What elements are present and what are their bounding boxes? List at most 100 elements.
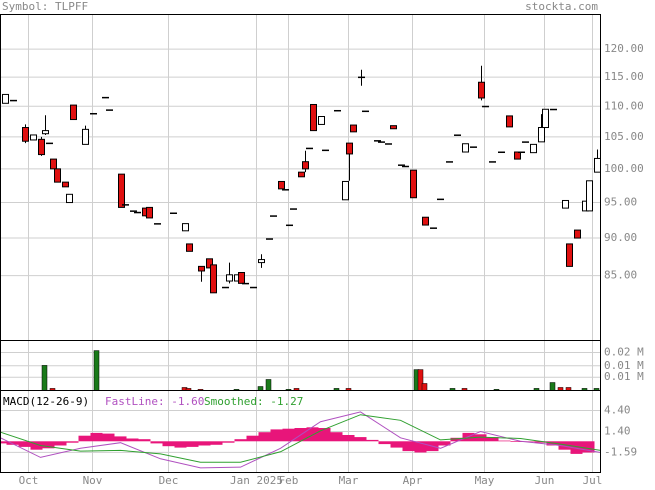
macd-histogram-bar	[486, 437, 499, 442]
volume-bar	[265, 379, 272, 391]
fastline-label: FastLine: -1.60	[105, 395, 204, 408]
candle-body	[410, 169, 417, 199]
y-tick-label: 120.00	[604, 42, 644, 55]
macd-panel	[0, 390, 601, 473]
candle-body	[482, 105, 489, 108]
x-tick-label: Nov	[83, 474, 103, 486]
candle-body	[238, 272, 245, 284]
candle-body	[489, 161, 496, 163]
candle-body	[518, 151, 525, 154]
candle-body	[514, 151, 521, 160]
x-tick-label: Jan 2025	[230, 474, 283, 486]
candle-body	[350, 124, 357, 133]
macd-histogram-bar	[162, 441, 175, 447]
candle-body	[594, 157, 601, 173]
macd-histogram-bar	[6, 441, 19, 445]
candle-body	[38, 138, 45, 156]
candle-body	[22, 127, 29, 142]
macd-histogram-bar	[234, 439, 247, 442]
macd-histogram-bar	[366, 439, 379, 442]
source-label: stockta.com	[525, 0, 598, 13]
macd-histogram-bar	[114, 436, 127, 442]
macd-histogram-bar	[510, 441, 523, 442]
candle-body	[385, 143, 392, 145]
candle-body	[50, 158, 57, 170]
candle-body	[574, 229, 581, 239]
y-tick-label: -1.59	[604, 445, 637, 458]
y-tick-label: 110.00	[604, 99, 644, 112]
macd-histogram-bar	[450, 437, 463, 442]
candle-body	[278, 180, 285, 190]
candle-body	[478, 81, 485, 99]
smoothed-label: Smoothed: -1.27	[204, 395, 303, 408]
macd-histogram-bar	[126, 438, 139, 442]
candle-body	[378, 141, 385, 143]
candle-body	[358, 76, 365, 79]
y-tick-label: 115.00	[604, 70, 644, 83]
y-tick-label: 4.40	[604, 404, 631, 417]
candle-body	[422, 216, 429, 226]
macd-histogram-bar	[378, 441, 391, 445]
grid	[0, 14, 601, 473]
candle-body	[402, 165, 409, 168]
y-tick-label: 0.01 M	[604, 370, 644, 383]
y-tick-label: 95.00	[604, 196, 637, 209]
candle-body	[390, 125, 397, 130]
macd-histogram-bar	[18, 441, 31, 447]
x-tick-label: May	[475, 474, 495, 486]
macd-histogram-bar	[66, 441, 79, 443]
volume-bar	[421, 383, 428, 391]
y-tick-label: 0.02 M	[604, 345, 644, 358]
candle-body	[282, 189, 289, 191]
macd-histogram-bar	[390, 441, 403, 448]
macd-histogram-bar	[414, 441, 427, 453]
candle-body	[146, 206, 153, 219]
candle-body	[506, 115, 513, 128]
candle-body	[10, 99, 17, 102]
macd-histogram-bar	[522, 441, 535, 442]
macd-histogram-bar	[102, 433, 115, 442]
candle-body	[62, 181, 69, 188]
x-tick-label: Jun	[535, 474, 555, 486]
candle-body	[70, 104, 77, 121]
candle-body	[122, 204, 129, 206]
macd-histogram-bar	[474, 434, 487, 442]
candle-body	[310, 103, 317, 132]
macd-histogram-bar	[90, 432, 103, 442]
candle-body	[30, 134, 37, 141]
x-tick-label: Feb	[279, 474, 299, 486]
candle-body	[54, 168, 61, 183]
y-tick-label: 0.01 M	[604, 359, 644, 372]
candle-body	[342, 180, 349, 201]
macd-histogram-bar	[282, 428, 295, 442]
x-tick-label: Jul	[583, 474, 603, 486]
candle-body	[322, 149, 329, 152]
macd-histogram-bar	[582, 441, 595, 453]
candle-body	[286, 224, 293, 227]
macd-histogram-bar	[258, 432, 271, 442]
y-tick-label: 90.00	[604, 231, 637, 244]
candle-body	[298, 171, 305, 178]
x-tick-label: Apr	[403, 474, 423, 486]
volume-bar	[257, 386, 264, 391]
macd-histogram-bar	[570, 441, 583, 454]
price-panel	[0, 14, 601, 341]
candle-body	[437, 198, 444, 201]
macd-histogram-bar	[222, 441, 235, 443]
volume-bar	[93, 350, 100, 391]
candle-body	[90, 112, 97, 115]
candle-body	[2, 93, 9, 104]
macd-line	[0, 411, 601, 469]
candle-body	[242, 282, 249, 285]
candle-body	[586, 180, 593, 212]
candle-body	[374, 140, 381, 142]
candle-body	[446, 161, 453, 163]
candle-body	[498, 151, 505, 154]
volume-bar	[549, 382, 556, 391]
macd-histogram-bar	[462, 432, 475, 442]
candle-body	[226, 274, 233, 282]
candle-body	[250, 286, 257, 289]
macd-line	[0, 414, 601, 463]
candle-body	[290, 208, 297, 210]
